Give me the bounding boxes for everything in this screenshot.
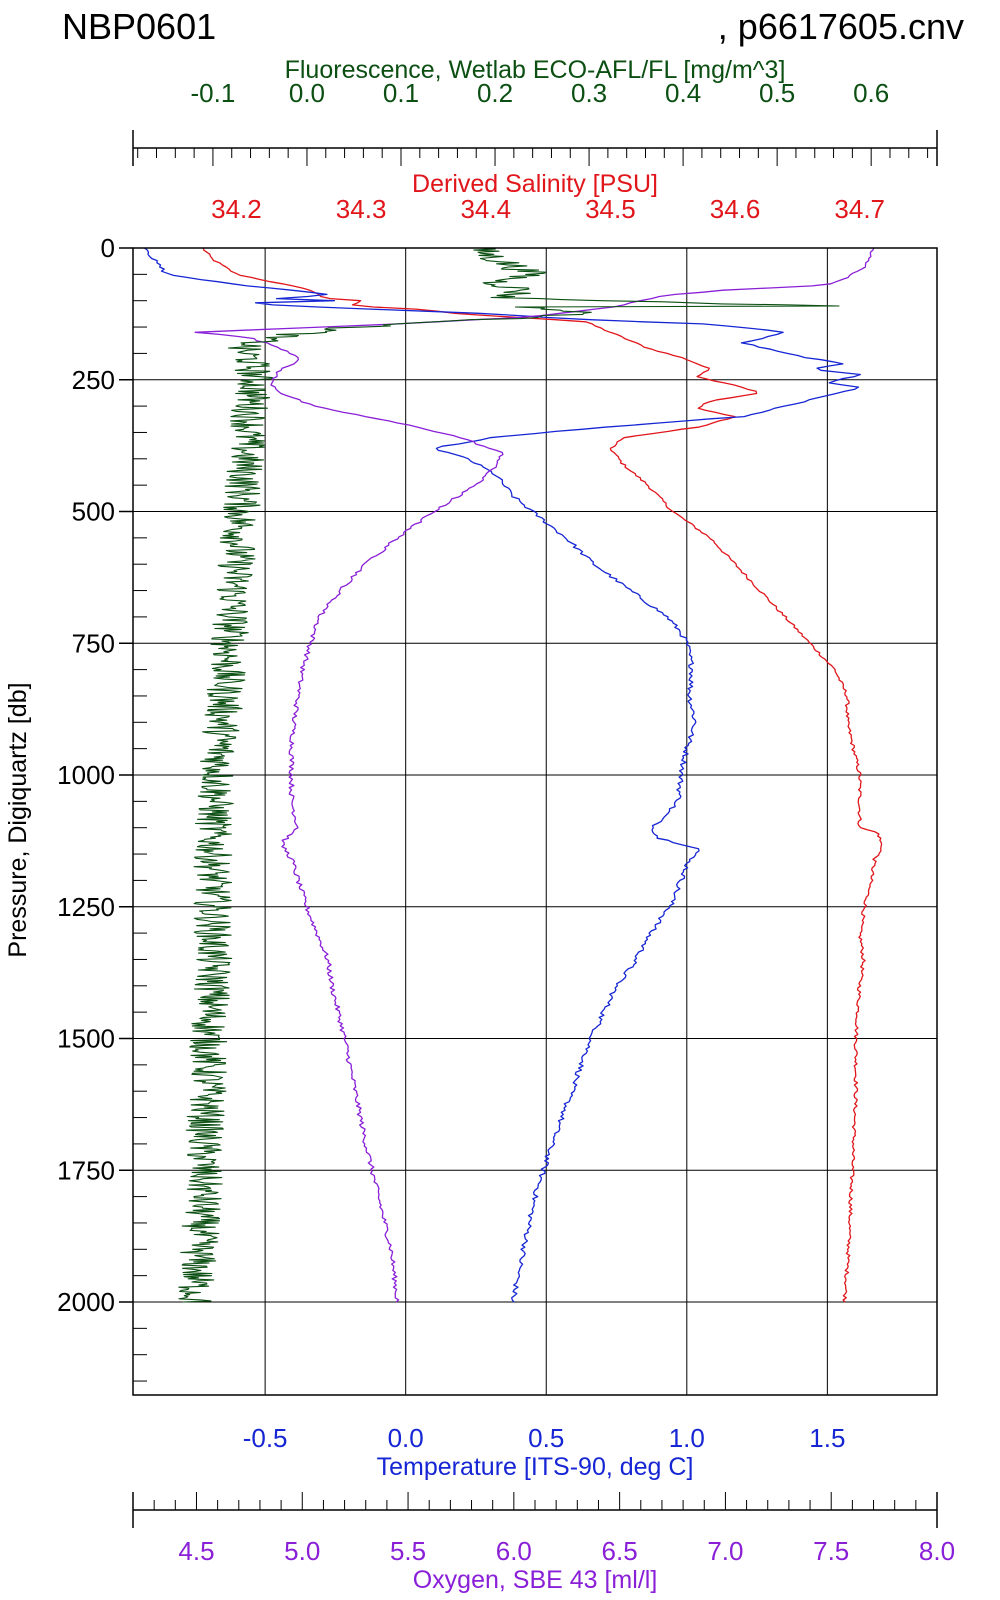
plot-frame — [132, 247, 938, 1396]
fluorescence-tick-label: -0.1 — [191, 78, 236, 108]
pressure-tick-label: 0 — [101, 233, 115, 263]
salinity-tick-label: 34.3 — [336, 194, 387, 224]
salinity-axis-label: Derived Salinity [PSU] — [412, 170, 658, 198]
oxygen-tick-label: 7.0 — [707, 1536, 743, 1566]
oxygen-tick-label: 5.5 — [390, 1536, 426, 1566]
pressure-tick-label: 1250 — [57, 892, 115, 922]
oxygen-tick-label: 7.5 — [813, 1536, 849, 1566]
salinity-profile-line — [202, 247, 883, 1303]
temperature-tick-label: 0.5 — [528, 1423, 564, 1453]
fluorescence-tick-label: 0.1 — [383, 78, 419, 108]
oxygen-tick-label: 4.5 — [178, 1536, 214, 1566]
fluorescence-tick-label: 0.2 — [477, 78, 513, 108]
salinity-tick-label: 34.7 — [834, 194, 885, 224]
data-series — [144, 247, 883, 1303]
oxygen-tick-label: 5.0 — [284, 1536, 320, 1566]
cruise-title: NBP0601 — [62, 6, 217, 47]
temperature-axis-label: Temperature [ITS-90, deg C] — [377, 1453, 694, 1481]
oxygen-tick-label: 6.0 — [496, 1536, 532, 1566]
salinity-tick-label: 34.2 — [211, 194, 262, 224]
temperature-tick-label: -0.5 — [243, 1423, 288, 1453]
axes: 0 250 500 750 1000 1250 1500 1750 2000 -0.5 0.0 0.5… — [57, 78, 955, 1566]
salinity-tick-label: 34.4 — [460, 194, 511, 224]
temperature-tick-label: 1.5 — [809, 1423, 845, 1453]
fluorescence-tick-label: 0.0 — [289, 78, 325, 108]
pressure-tick-label: 1750 — [57, 1155, 115, 1185]
salinity-tick-label: 34.5 — [585, 194, 636, 224]
oxygen-tick-label: 8.0 — [919, 1536, 955, 1566]
temperature-profile-line — [144, 247, 861, 1303]
oxygen-profile-line — [194, 247, 875, 1303]
salinity-tick-label: 34.6 — [710, 194, 761, 224]
fluorescence-tick-label: 0.3 — [571, 78, 607, 108]
pressure-tick-label: 250 — [72, 365, 115, 395]
pressure-tick-label: 1500 — [57, 1024, 115, 1054]
fluorescence-tick-label: 0.6 — [853, 78, 889, 108]
cast-file-name: , p6617605.cnv — [717, 6, 964, 47]
oxygen-axis-label: Oxygen, SBE 43 [ml/l] — [413, 1566, 658, 1594]
temperature-tick-label: 0.0 — [388, 1423, 424, 1453]
fluorescence-tick-label: 0.5 — [759, 78, 795, 108]
temperature-tick-label: 1.0 — [669, 1423, 705, 1453]
pressure-tick-label: 2000 — [57, 1287, 115, 1317]
fluorescence-tick-label: 0.4 — [665, 78, 701, 108]
fluorescence-axis-label: Fluorescence, Wetlab ECO-AFL/FL [mg/m^3] — [285, 56, 786, 84]
pressure-tick-label: 500 — [72, 497, 115, 527]
y-axis-label: Pressure, Digiquartz [db] — [4, 682, 32, 957]
fluorescence-profile-line — [178, 247, 840, 1303]
pressure-tick-label: 750 — [72, 628, 115, 658]
oxygen-tick-label: 6.5 — [602, 1536, 638, 1566]
grid-lines — [133, 247, 937, 1395]
pressure-tick-label: 1000 — [57, 760, 115, 790]
